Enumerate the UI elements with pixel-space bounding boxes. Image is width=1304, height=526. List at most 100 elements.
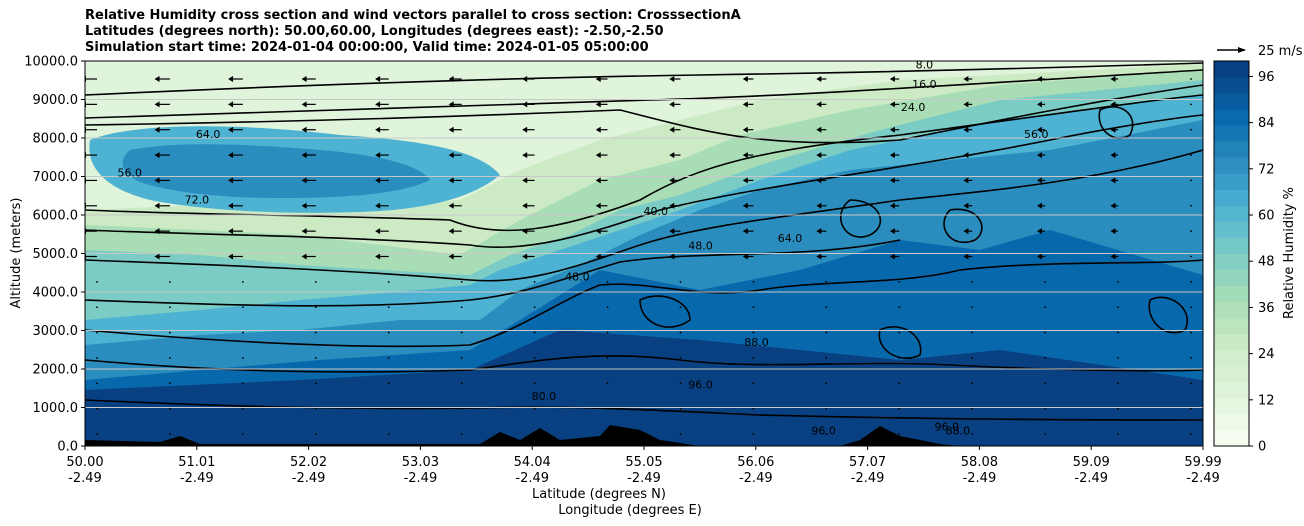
contour-label: 88.0 (946, 424, 971, 437)
wind-arrow-head (595, 177, 601, 184)
wind-arrow-head (1036, 228, 1042, 235)
wind-calm-dot (533, 331, 536, 334)
wind-arrow-head (154, 228, 160, 235)
wind-arrow-head (448, 228, 454, 235)
wind-calm-dot (1190, 407, 1192, 410)
x-tick-label-lon: -2.49 (851, 471, 885, 486)
wind-arrow-head (301, 126, 307, 133)
x-tick-label-lon: -2.49 (627, 471, 661, 486)
wind-arrow-head (301, 76, 307, 82)
wind-arrow-head (889, 228, 895, 235)
wind-arrow-head (669, 177, 675, 184)
wind-arrow-head (1110, 101, 1116, 108)
wind-arrow-head (228, 76, 234, 82)
wind-arrow-head (228, 177, 234, 184)
colorbar-segment (1214, 285, 1249, 303)
wind-arrow-head (742, 177, 748, 184)
wind-calm-dot (96, 280, 98, 283)
x-tick-label-lon: -2.49 (68, 471, 102, 486)
wind-calm-dot (533, 306, 536, 309)
wind-arrow-head (522, 76, 528, 82)
contour-label: 64.0 (778, 232, 803, 245)
wind-calm-dot (460, 280, 463, 283)
wind-arrow-head (375, 177, 381, 184)
wind-key-label: 25 m/s (1258, 44, 1303, 59)
x-tick-label-lat: 51.01 (178, 455, 215, 470)
wind-calm-dot (606, 331, 609, 334)
wind-arrow-head (1110, 253, 1116, 260)
x-tick-label-lat: 56.06 (737, 455, 774, 470)
wind-arrow-head (889, 126, 895, 133)
y-axis: 0.0 1000.0 2000.0 3000.0 4000.0 5000.0 6000.0 7… (24, 55, 85, 455)
colorbar-segment (1214, 61, 1249, 78)
contour-label: 72.0 (185, 193, 210, 206)
contour-label: 56.0 (1024, 128, 1049, 141)
wind-calm-dot (460, 331, 463, 334)
wind-arrow-head (154, 152, 160, 159)
wind-arrow-head (669, 228, 675, 235)
wind-arrow-head (301, 202, 307, 209)
wind-calm-dot (1117, 306, 1119, 309)
wind-calm-dot (1190, 280, 1192, 283)
wind-calm-dot (314, 433, 317, 435)
wind-calm-dot (460, 407, 463, 410)
wind-calm-dot (1190, 255, 1192, 258)
wind-calm-dot (1190, 306, 1192, 309)
horizontal-gridlines (85, 99, 1203, 408)
wind-arrow-head (963, 76, 969, 82)
wind-arrow-head (816, 101, 822, 108)
wind-vectors (85, 76, 1192, 435)
wind-calm-dot (825, 306, 828, 309)
colorbar-segment (1214, 157, 1249, 174)
colorbar-segment (1214, 301, 1249, 319)
wind-arrow-head (228, 202, 234, 209)
wind-calm-dot (169, 382, 171, 385)
wind-calm-dot (1117, 331, 1119, 334)
colorbar-tick-label: 60 (1258, 209, 1275, 224)
colorbar-tick-label: 84 (1258, 116, 1275, 131)
wind-calm-dot (1190, 204, 1192, 207)
contour-label: 8.0 (916, 59, 934, 72)
wind-arrow-head (448, 177, 454, 184)
colorbar-tick-label: 48 (1258, 255, 1275, 270)
wind-arrow-head (742, 126, 748, 133)
contour-label: 24.0 (901, 101, 926, 114)
wind-calm-dot (241, 407, 244, 410)
colorbar-segment (1214, 413, 1249, 431)
y-tick-label: 5000.0 (33, 247, 79, 262)
wind-calm-dot (679, 357, 682, 359)
wind-calm-dot (752, 382, 755, 385)
wind-arrow-head (154, 202, 160, 209)
wind-calm-dot (971, 280, 974, 283)
wind-calm-dot (1044, 306, 1047, 309)
colorbar-segment (1214, 317, 1249, 335)
wind-calm-dot (169, 357, 171, 359)
wind-calm-dot (387, 407, 390, 410)
contour-label: 48.0 (565, 270, 590, 283)
wind-calm-dot (898, 433, 901, 435)
wind-calm-dot (1044, 433, 1047, 435)
wind-calm-dot (460, 382, 463, 385)
wind-calm-dot (314, 306, 317, 309)
wind-arrow-head (816, 126, 822, 133)
y-tick-label: 4000.0 (33, 286, 79, 301)
wind-calm-dot (314, 331, 317, 334)
wind-calm-dot (606, 357, 609, 359)
wind-calm-dot (606, 433, 609, 435)
colorbar-segment (1214, 253, 1249, 271)
wind-calm-dot (752, 280, 755, 283)
wind-calm-dot (679, 306, 682, 309)
wind-calm-dot (460, 357, 463, 359)
wind-calm-dot (96, 382, 98, 385)
wind-calm-dot (533, 407, 536, 410)
wind-calm-dot (169, 280, 171, 283)
x-tick-label-lon: -2.49 (963, 471, 997, 486)
colorbar-segment (1214, 109, 1249, 126)
colorbar-segment (1214, 237, 1249, 254)
wind-calm-dot (169, 407, 171, 410)
contour-label: 96.0 (811, 424, 836, 437)
wind-arrow-head (375, 228, 381, 235)
wind-arrow-head (1036, 152, 1042, 159)
wind-arrow-head (742, 76, 748, 82)
